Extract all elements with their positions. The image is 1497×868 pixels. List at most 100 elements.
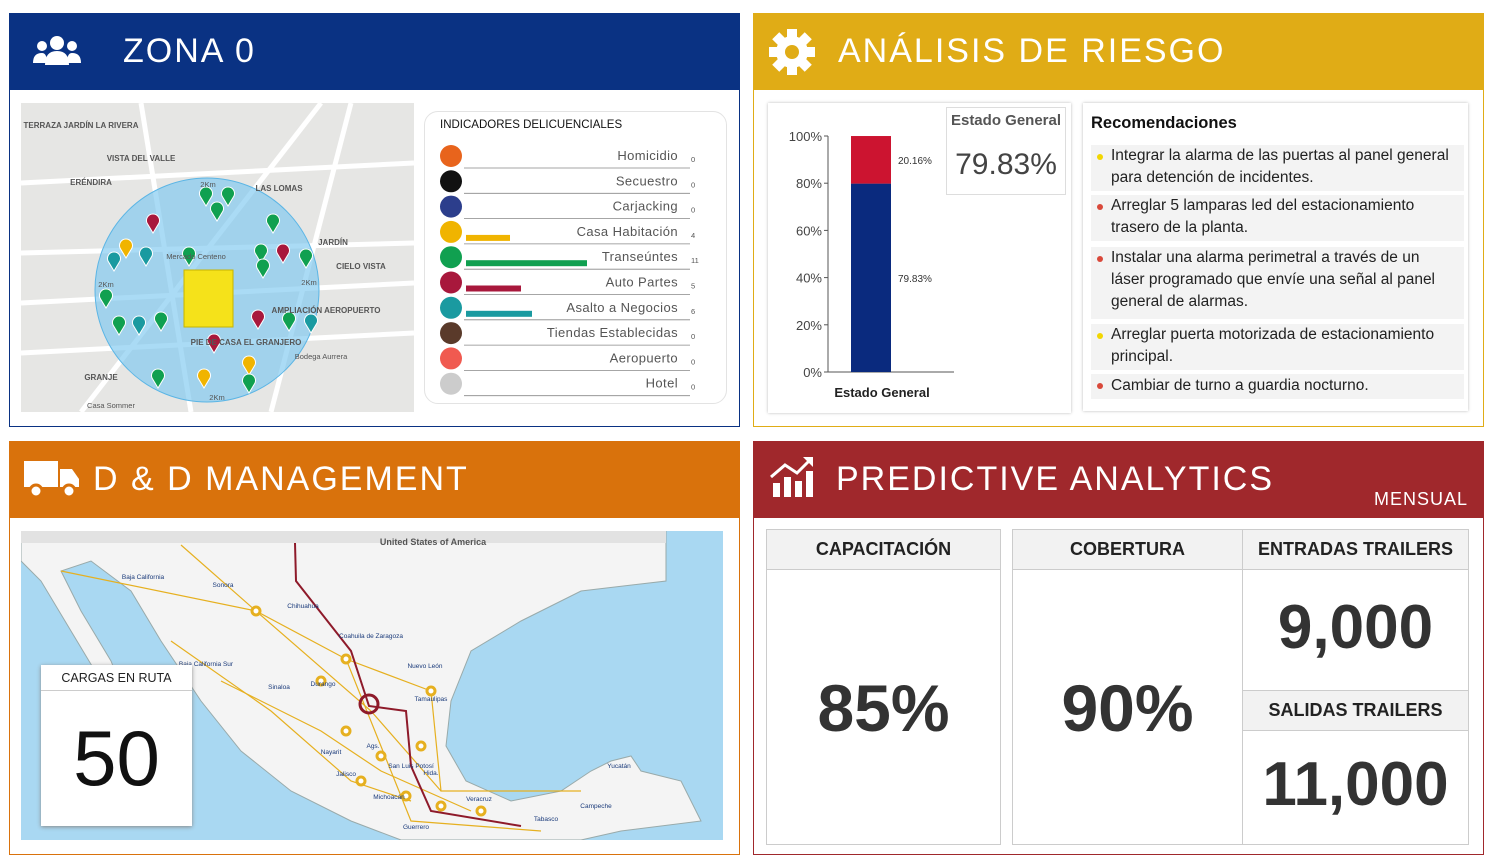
cargas-box: CARGAS EN RUTA 50 [41,665,192,826]
data-label: 20.16% [898,156,932,167]
map-pin [242,355,256,376]
map-pin [119,238,133,259]
kpi-label: CAPACITACIÓN [767,530,1000,570]
kpi-value: 11,000 [1262,750,1449,819]
kpi-box: CAPACITACIÓN 85% [766,529,1001,845]
indicator-name: Transeúntes [602,249,678,264]
risk-header: ANÁLISIS DE RIESGO [753,13,1484,90]
recommendation: Arreglar 5 lamparas led del estacionamie… [1091,195,1464,241]
data-label: 79.83% [898,274,932,285]
indicator-value: 0 [691,357,695,366]
map-pin [99,288,113,309]
indicator-name: Aeropuerto [610,350,678,365]
map-label: GRANJE [84,373,118,382]
indicator-icon [440,372,462,395]
map-pin [282,311,296,332]
zona-body [9,90,740,427]
recommendation-text: Arreglar 5 lamparas led del estacionamie… [1111,197,1415,236]
summary-value: 79.83% [955,148,1057,181]
map-pin [139,246,153,267]
map-pin [151,368,165,389]
zona-header: ZONA 0 [9,13,740,90]
map-pin [107,251,121,272]
map-label: Coahuila de Zaragoza [339,633,403,640]
map-label: Michoacán [373,794,405,801]
map-pin [221,186,235,207]
y-tick-label: 80% [796,176,822,191]
map-label: TERRAZA JARDÍN LA RIVERA [24,121,139,130]
map-label: Nuevo León [407,663,442,670]
cargas-label: CARGAS EN RUTA [41,665,192,691]
map-label: Guerrero [403,824,429,831]
map-label: Tamaulipas [415,696,449,703]
map-label: Campeche [580,803,612,810]
map-pin [207,333,221,354]
map-label: Veracruz [466,796,492,803]
kpi-box: ENTRADAS TRAILERS 9,000 [1242,529,1469,691]
kpi-value: 90% [1061,671,1194,745]
map-pin [199,186,213,207]
map-label: Baja California Sur [179,661,234,668]
y-tick-label: 0% [803,365,822,380]
kpi-box: COBERTURA 90% [1012,529,1243,845]
map-pin [299,248,313,269]
y-tick-label: 40% [796,271,822,286]
indicator-bar [466,260,587,267]
map-label: 2Km [200,180,215,189]
predictive-header: PREDICTIVE ANALYTICS MENSUAL [753,441,1484,518]
risk-title: ANÁLISIS DE RIESGO [838,32,1226,70]
cargas-value: 50 [73,714,160,802]
recommendation-bullet [1097,256,1103,262]
indicator-icon [440,322,462,345]
map-pin [146,213,160,234]
indicator-value: 6 [691,307,695,316]
recommendations-box: Recomendaciones Integrar la alarma de la… [1083,103,1468,411]
indicator-bar [466,310,532,317]
indicator-value: 0 [691,332,695,341]
indicator-bar [466,234,510,241]
map-label: JARDÍN [318,238,348,247]
indicator-icon [440,296,462,319]
recommendation: Integrar la alarma de las puertas al pan… [1091,145,1464,191]
indicator-value: 0 [691,206,695,215]
map-pin [276,243,290,264]
summary-box: Estado General 79.83% [946,107,1066,195]
indicator-icon [440,170,462,193]
map-label: CIELO VISTA [336,262,386,271]
recommendations-title: Recomendaciones [1091,114,1237,132]
indicator-icon [440,347,462,370]
indicator-value: 4 [691,231,695,240]
indicator-icon [440,271,462,294]
kpi-label: SALIDAS TRAILERS [1243,691,1468,731]
recommendation: Instalar una alarma perimetral a través … [1091,247,1464,319]
zona-title: ZONA 0 [123,32,256,70]
map-pin [254,243,268,264]
icon-gear [769,29,815,75]
kpi-label: ENTRADAS TRAILERS [1243,530,1468,570]
indicator-icon [440,220,462,243]
map-pin [242,373,256,394]
map-pin [304,313,318,334]
indicator-name: Auto Partes [606,275,678,290]
kpi-box: SALIDAS TRAILERS 11,000 [1242,690,1469,845]
map-label: Durango [311,681,336,688]
map-pin [182,246,196,267]
map-label: 2Km [98,280,113,289]
map-label: Sonora [213,582,234,589]
recommendation-bullet [1097,204,1103,210]
period: MENSUAL [1373,489,1468,509]
map-pin [266,213,280,234]
indicator-name: Homicidio [617,148,678,163]
map-label: Casa Sommer [87,401,135,410]
dd-header: D & D MANAGEMENT [9,441,740,518]
recommendation-bullet [1097,333,1103,339]
map-label: San Luis Potosí [388,763,434,770]
risk-chart: 0% 20% 40% 60% 80% 100% Estado General 79.83% 20… [789,129,954,400]
indicator-name: Casa Habitación [577,224,678,239]
indicator-icon [440,246,462,269]
recommendation-text: Integrar la alarma de las puertas al pan… [1111,147,1449,186]
indicator-name: Carjacking [613,199,678,214]
map-label: LAS LOMAS [255,184,303,193]
icon-truck [24,461,79,499]
